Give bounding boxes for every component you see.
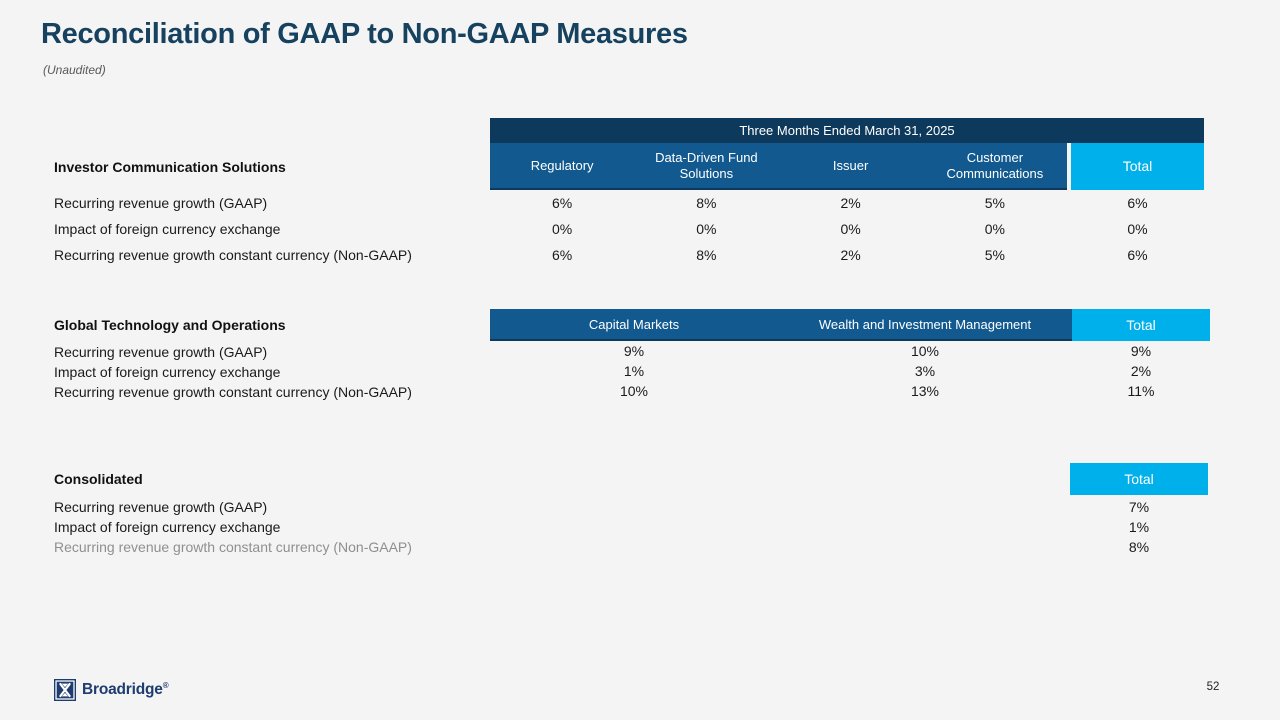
row-label: Impact of foreign currency exchange <box>54 221 281 237</box>
table-row: 1% 3% 2% <box>490 361 1210 381</box>
cell-total: 0% <box>1127 221 1148 237</box>
cell: 5% <box>984 247 1005 263</box>
cell: 9% <box>623 343 645 359</box>
cell: 5% <box>984 195 1005 211</box>
logo-wordmark: Broadridge <box>82 681 163 699</box>
table-row: 6% 8% 2% 5% 6% <box>490 242 1204 268</box>
cell: 10% <box>910 343 940 359</box>
row-label: Recurring revenue growth constant curren… <box>54 384 412 400</box>
cell-total: 1% <box>1128 519 1150 535</box>
cell: 0% <box>552 221 573 237</box>
cell: 0% <box>840 221 861 237</box>
column-header-data-driven-fund-solutions: Data-Driven Fund Solutions <box>634 143 779 190</box>
column-header-total: Total <box>1072 309 1210 341</box>
row-label: Recurring revenue growth (GAAP) <box>54 499 268 515</box>
cell: 0% <box>696 221 717 237</box>
cell: 10% <box>619 383 649 399</box>
cell-total: 6% <box>1127 247 1148 263</box>
row-label: Impact of foreign currency exchange <box>54 364 281 380</box>
row-label: Impact of foreign currency exchange <box>54 519 281 535</box>
cell-total: 2% <box>1130 363 1152 379</box>
column-header-wealth-and-investment-management: Wealth and Investment Management <box>778 309 1072 341</box>
cell-total: 7% <box>1128 499 1150 515</box>
row-label: Recurring revenue growth (GAAP) <box>54 344 268 360</box>
broadridge-logo-text: Broadridge® <box>82 680 169 699</box>
column-header-regulatory: Regulatory <box>490 143 635 190</box>
cell: 2% <box>840 195 861 211</box>
table-ics-span-header: Three Months Ended March 31, 2025 <box>490 118 1204 143</box>
row-label: Recurring revenue growth constant curren… <box>54 247 412 263</box>
cell-total: 8% <box>1128 539 1150 555</box>
section-title-consolidated: Consolidated <box>54 471 143 487</box>
registered-mark: ® <box>162 680 169 690</box>
table-gto-header-row: Capital Markets Wealth and Investment Ma… <box>490 309 1210 341</box>
column-header-customer-communications: Customer Communications <box>922 143 1067 190</box>
page-subtitle: (Unaudited) <box>43 63 106 77</box>
cell: 8% <box>696 195 717 211</box>
table-ics: Three Months Ended March 31, 2025 Regula… <box>490 118 1204 268</box>
cell-total: 6% <box>1127 195 1148 211</box>
cell: 0% <box>984 221 1005 237</box>
page-number: 52 <box>1206 681 1220 693</box>
section-title-ics: Investor Communication Solutions <box>54 159 286 175</box>
table-row: 0% 0% 0% 0% 0% <box>490 216 1204 242</box>
broadridge-logo-icon <box>54 679 76 701</box>
cell: 6% <box>552 195 573 211</box>
cell: 6% <box>552 247 573 263</box>
column-header-total: Total <box>1070 463 1208 495</box>
cell: 3% <box>914 363 936 379</box>
cell-total: 11% <box>1127 383 1155 399</box>
page-title: Reconciliation of GAAP to Non-GAAP Measu… <box>41 18 688 50</box>
cell-total: 9% <box>1130 343 1152 359</box>
column-header-issuer: Issuer <box>778 143 923 190</box>
table-consolidated: 7% 1% 8% <box>1070 497 1208 557</box>
row-label: Recurring revenue growth (GAAP) <box>54 195 268 211</box>
table-row: 9% 10% 9% <box>490 341 1210 361</box>
cell: 1% <box>623 363 645 379</box>
section-title-gto: Global Technology and Operations <box>54 317 286 333</box>
table-ics-header-row: Regulatory Data-Driven Fund Solutions Is… <box>490 143 1204 190</box>
cell: 13% <box>910 383 940 399</box>
broadridge-logo: Broadridge® <box>54 679 169 701</box>
table-gto: Capital Markets Wealth and Investment Ma… <box>490 309 1210 401</box>
table-row: 6% 8% 2% 5% 6% <box>490 190 1204 216</box>
row-label: Recurring revenue growth constant curren… <box>54 539 412 555</box>
column-header-total: Total <box>1071 143 1204 190</box>
table-row: 10% 13% 11% <box>490 381 1210 401</box>
cell: 2% <box>840 247 861 263</box>
column-header-capital-markets: Capital Markets <box>490 309 778 341</box>
cell: 8% <box>696 247 717 263</box>
